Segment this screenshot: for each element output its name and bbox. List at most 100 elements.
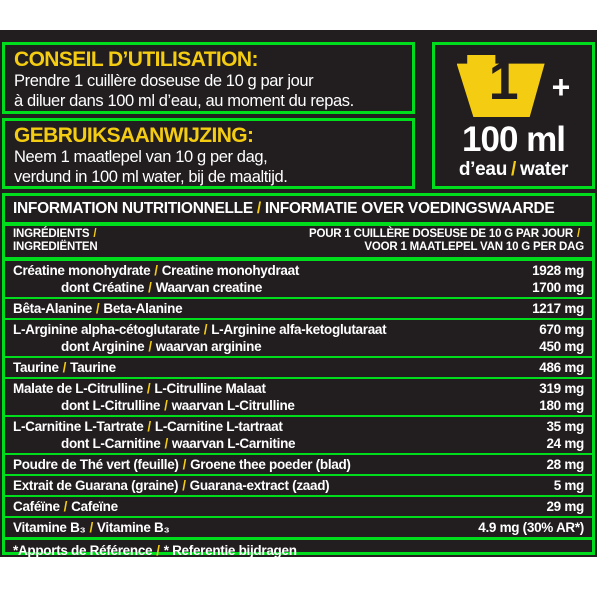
table-title-nl: INFORMATIE OVER VOEDINGSWAARDE [264, 200, 555, 217]
slash-separator: / [182, 478, 186, 493]
slash-separator: / [156, 543, 160, 558]
sub-ingredient-value: 450 mg [539, 339, 584, 354]
slash-separator: / [164, 398, 168, 413]
sub-ingredient-nl: waarvan arginine [155, 339, 262, 354]
nutrition-table: INFORMATION NUTRITIONNELLE / INFORMATIE OV… [2, 193, 595, 558]
slash-separator: / [62, 360, 67, 375]
slash-separator: / [154, 263, 158, 278]
ingredient-nl: Cafeïne [71, 499, 118, 514]
table-row: L-Carnitine L-Tartrate / L-Carnitine L-tar… [5, 417, 592, 455]
ingredient-nl: Groene thee poeder (blad) [190, 457, 351, 472]
usage-line2-nl: verdund in 100 ml water, bij de maaltijd… [14, 167, 288, 186]
ingredient-fr: Caféïne [13, 499, 60, 514]
ingredient-value: 28 mg [546, 457, 584, 472]
scoop-shape [456, 55, 545, 117]
slash-separator: / [63, 499, 68, 514]
ingredient-fr: Bêta-Alanine [13, 301, 92, 316]
usage-line1-fr: Prendre 1 cuillère doseuse de 10 g par j… [14, 72, 314, 90]
table-row: Bêta-Alanine / Beta-Alanine 1217 mg [5, 299, 592, 320]
slash-separator: / [95, 301, 100, 316]
sub-ingredient-nl: waarvan L-Citrulline [171, 398, 295, 413]
usage-box-fr: CONSEIL D’UTILISATION: Prendre 1 cuillèr… [2, 42, 415, 114]
ingredient-value: 1217 mg [532, 301, 584, 316]
sub-ingredient-fr: dont L-Citrulline [61, 398, 161, 413]
slash-separator: / [146, 381, 151, 396]
table-row: Poudre de Thé vert (feuille) / Groene thee… [5, 455, 592, 476]
slash-separator: / [511, 159, 516, 180]
ingredient-nl: Vitamine B₃ [96, 520, 170, 535]
ingredient-nl: Creatine monohydraat [161, 263, 300, 278]
col-header-ingredients: INGRÉDIENTS / INGREDIËNTEN [13, 228, 100, 254]
ingredient-fr: Malate de L-Citrulline [13, 381, 143, 396]
dose-water-line: d’eau / water [458, 159, 569, 180]
table-row: Vitamine B₃ / Vitamine B₃ 4.9 mg (30% AR*) [5, 518, 592, 540]
ingredient-value: 4.9 mg (30% AR*) [478, 520, 584, 535]
table-row: Taurine / Taurine 486 mg [5, 358, 592, 379]
scoop-icon: 1 [456, 51, 545, 117]
table-row: Caféïne / Cafeïne 29 mg [5, 497, 592, 518]
dose-box: 1 + 100 ml d’eau / water [432, 42, 595, 189]
ingredient-value: 29 mg [546, 499, 584, 514]
sub-ingredient-fr: dont Créatine [61, 280, 145, 295]
table-footnote: *Apports de Référence / * Referentie bijdr… [5, 540, 592, 561]
sub-ingredient-fr: dont Arginine [61, 339, 145, 354]
col-ingredients-nl: INGREDIËNTEN [13, 241, 98, 253]
ingredient-fr: Poudre de Thé vert (feuille) [13, 457, 179, 472]
slash-separator: / [148, 339, 152, 354]
ingredient-fr: Taurine [13, 360, 59, 375]
ingredient-value: 5 mg [553, 478, 585, 493]
ingredient-value: 486 mg [539, 360, 584, 375]
ingredient-fr: Vitamine B₃ [13, 520, 86, 535]
sub-ingredient-value: 1700 mg [532, 280, 584, 295]
dose-water-fr: d’eau [458, 159, 507, 180]
label-background: CONSEIL D’UTILISATION: Prendre 1 cuillèr… [0, 30, 597, 558]
ingredient-fr: L-Arginine alpha-cétoglutarate [13, 322, 200, 337]
table-row: Créatine monohydrate / Creatine monohydraa… [5, 261, 592, 299]
slash-separator: / [182, 457, 187, 472]
ingredient-value: 670 mg [539, 322, 584, 337]
ingredient-nl: L-Carnitine L-tartraat [154, 419, 283, 434]
footnote-nl: * Referentie bijdragen [163, 543, 297, 558]
usage-title-fr: CONSEIL D’UTILISATION: [14, 48, 258, 71]
table-title: INFORMATION NUTRITIONNELLE / INFORMATIE OV… [5, 196, 592, 226]
col-header-serving: POUR 1 CUILLÈRE DOSEUSE DE 10 G PAR JOUR… [309, 228, 584, 254]
slash-separator: / [147, 419, 151, 434]
ingredient-fr: Créatine monohydrate [13, 263, 151, 278]
slash-separator: / [164, 436, 168, 451]
usage-title-nl: GEBRUIKSAANWIJZING: [14, 124, 254, 147]
col-serving-nl: VOOR 1 MAATLEPEL VAN 10 G PER DAG [364, 241, 584, 253]
table-row: Malate de L-Citrulline / L-Citrulline Mala… [5, 379, 592, 417]
ingredient-nl: L-Citrulline Malaat [154, 381, 266, 396]
ingredient-value: 319 mg [539, 381, 584, 396]
ingredient-value: 1928 mg [532, 263, 584, 278]
slash-separator: / [89, 520, 93, 535]
table-column-headers: INGRÉDIENTS / INGREDIËNTEN POUR 1 CUILLÈR… [5, 226, 592, 261]
slash-separator: / [93, 228, 97, 240]
slash-separator: / [203, 322, 208, 337]
usage-line2-fr: à diluer dans 100 ml d’eau, au moment du… [14, 91, 354, 110]
sub-ingredient-fr: dont L-Carnitine [61, 436, 161, 451]
sub-ingredient-nl: waarvan L-Carnitine [171, 436, 296, 451]
dose-volume: 100 ml [462, 120, 566, 159]
table-row: L-Arginine alpha-cétoglutarate / L-Arginin… [5, 320, 592, 358]
ingredient-nl: Taurine [70, 360, 116, 375]
sub-ingredient-value: 24 mg [546, 436, 584, 451]
usage-line1-nl: Neem 1 maatlepel van 10 g per dag, [14, 148, 268, 166]
ingredient-fr: Extrait de Guarana (graine) [13, 478, 179, 493]
scoop-count: 1 [488, 51, 519, 111]
sub-ingredient-value: 180 mg [539, 398, 584, 413]
dose-water-nl: water [519, 159, 569, 180]
slash-separator: / [148, 280, 152, 295]
slash-separator: / [577, 228, 580, 240]
table-title-fr: INFORMATION NUTRITIONNELLE [13, 200, 253, 217]
ingredient-nl: L-Arginine alfa-ketoglutaraat [211, 322, 387, 337]
ingredient-nl: Beta-Alanine [103, 301, 183, 316]
ingredient-fr: L-Carnitine L-Tartrate [13, 419, 144, 434]
col-serving-fr: POUR 1 CUILLÈRE DOSEUSE DE 10 G PAR JOUR [308, 228, 573, 240]
col-ingredients-fr: INGRÉDIENTS [13, 228, 90, 240]
ingredient-nl: Guarana-extract (zaad) [189, 478, 330, 493]
sub-ingredient-nl: Waarvan creatine [155, 280, 263, 295]
plus-icon: + [551, 69, 571, 105]
ingredient-value: 35 mg [546, 419, 584, 434]
